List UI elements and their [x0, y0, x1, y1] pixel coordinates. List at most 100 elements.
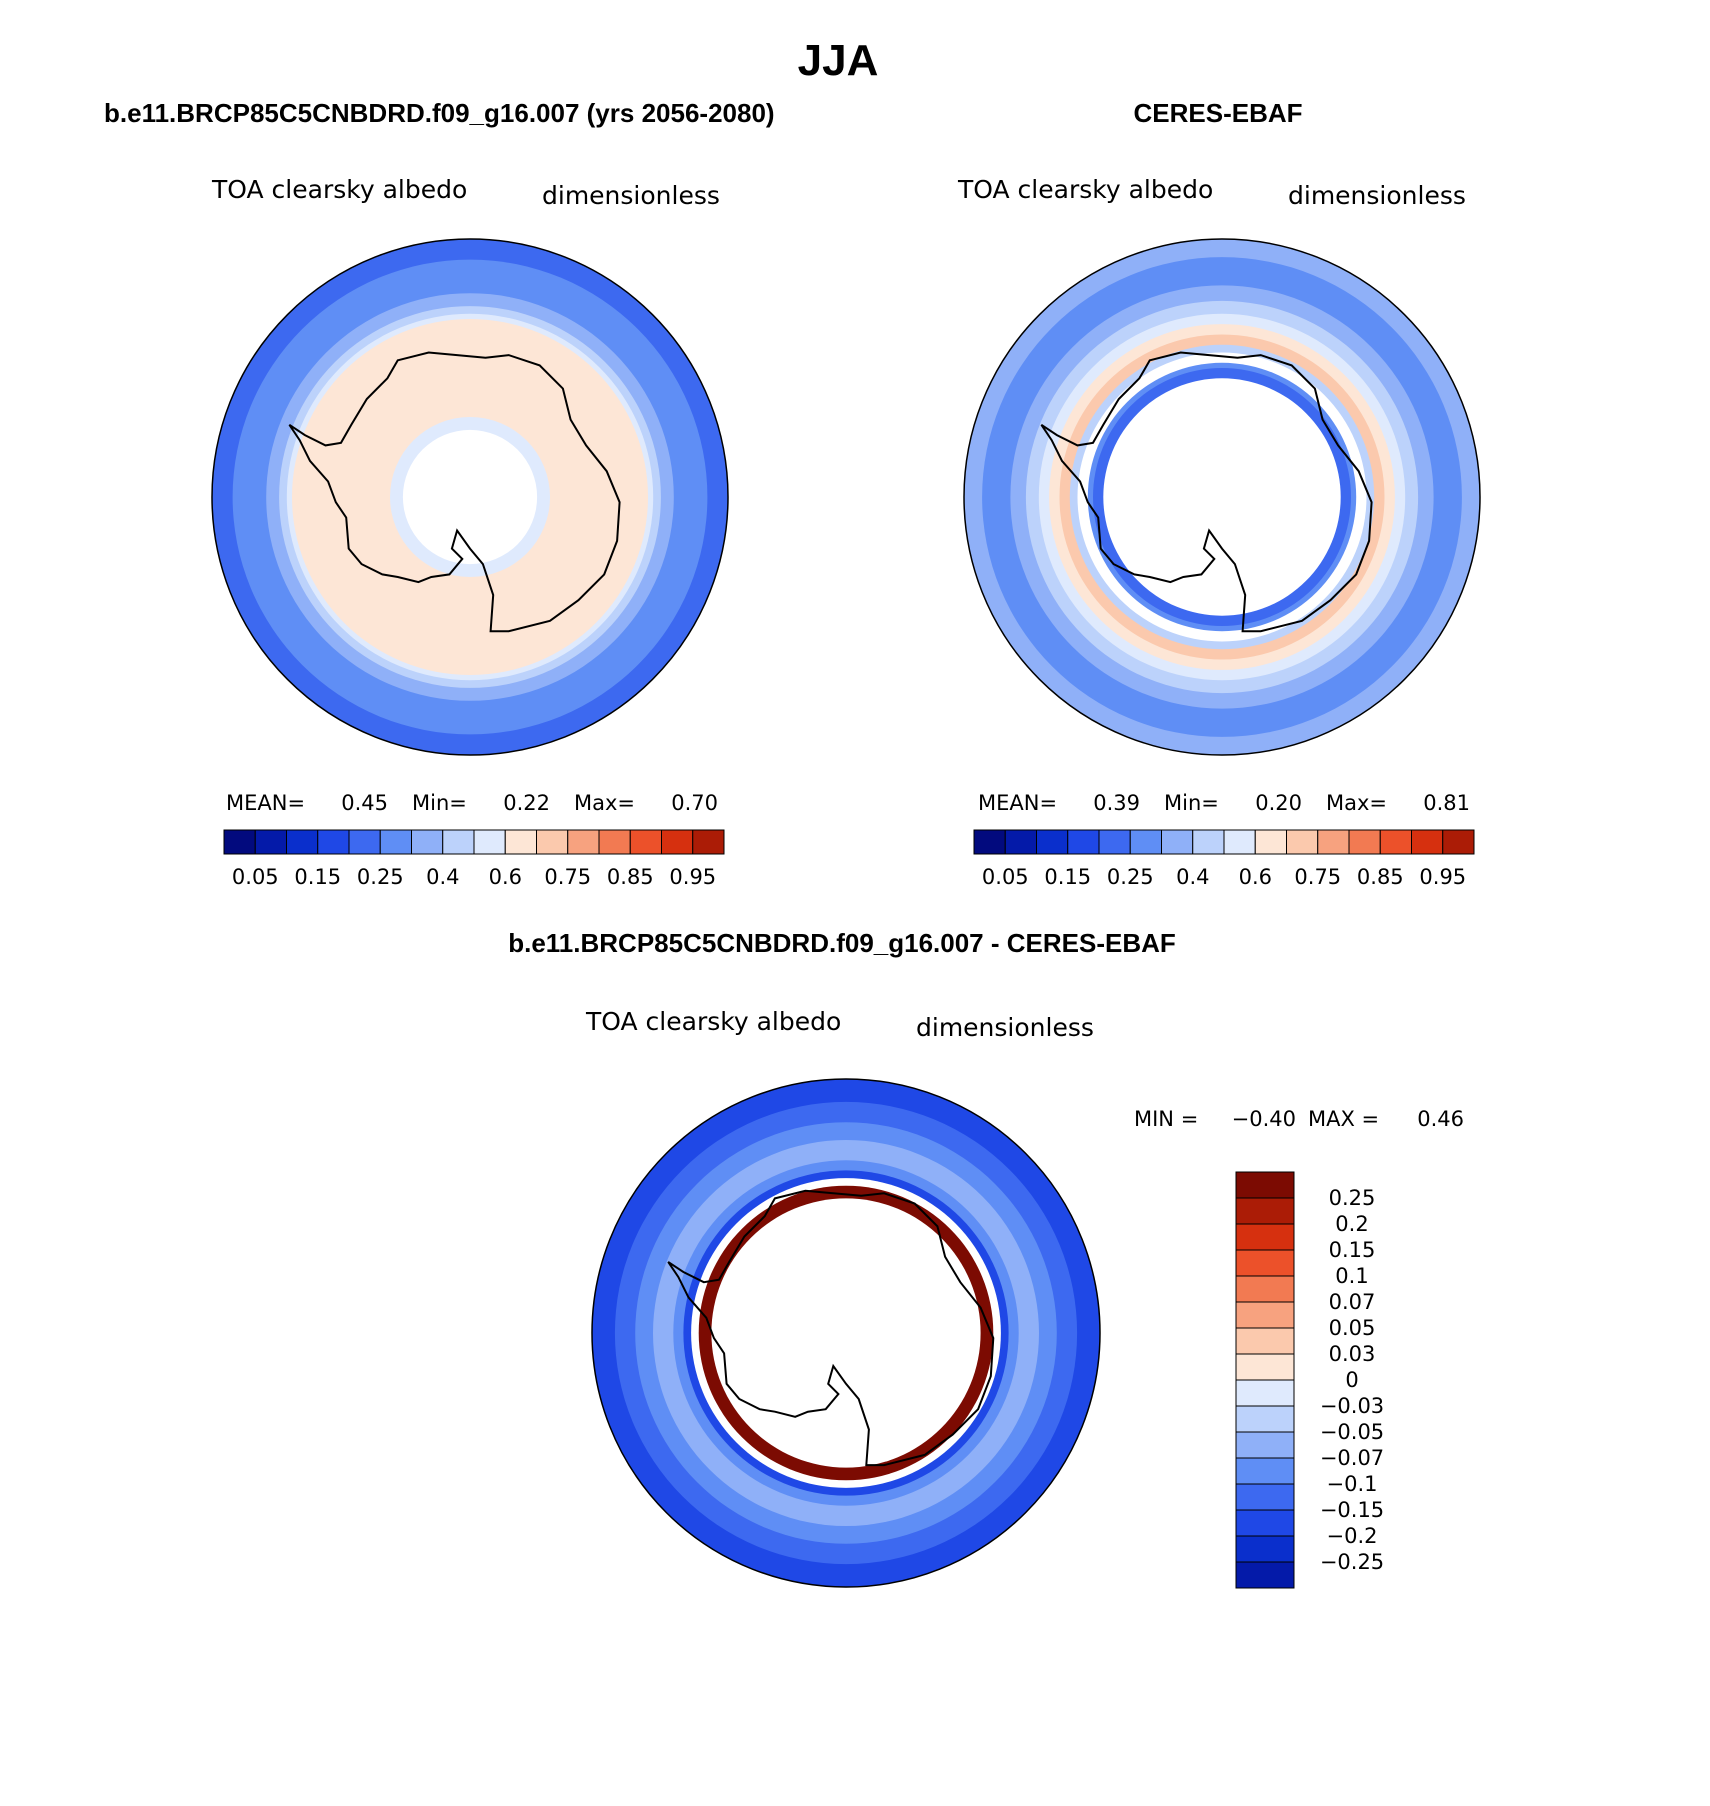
diff-colorbar-swatch-3 — [1235, 1249, 1295, 1277]
obs-colorbar-swatch-6 — [1161, 829, 1194, 855]
model-colorbar-swatch-13 — [629, 829, 662, 855]
diff-colorbar-tick-label-9: −0.05 — [1320, 1420, 1384, 1444]
obs-colorbar-swatch-4 — [1098, 829, 1131, 855]
panel-diff-stats: MIN = −0.40 MAX = 0.46 — [1134, 1107, 1464, 1131]
obs-stat-5: 0.81 — [1423, 791, 1470, 815]
diff-colorbar-swatch-5 — [1235, 1301, 1295, 1329]
obs-colorbar-tick-label-3: 0.4 — [1176, 865, 1209, 889]
model-colorbar-swatch-2 — [286, 829, 319, 855]
diff-colorbar-tick-label-6: 0.03 — [1329, 1342, 1376, 1366]
panel-diff-units: dimensionless — [916, 1013, 1094, 1042]
diff-colorbar-tick-label-1: 0.2 — [1335, 1212, 1368, 1236]
obs-colorbar-swatch-12 — [1348, 829, 1381, 855]
panel-model: b.e11.BRCP85C5CNBDRD.f09_g16.007 (yrs 20… — [104, 98, 775, 889]
panel-diff-variable: TOA clearsky albedo — [585, 1007, 841, 1036]
diff-colorbar-swatch-9 — [1235, 1405, 1295, 1433]
diff-colorbar-swatch-12 — [1235, 1483, 1295, 1511]
obs-stat-2: Min= — [1164, 791, 1219, 815]
model-colorbar-tick-label-4: 0.6 — [489, 865, 522, 889]
diff-colorbar-tick-label-2: 0.15 — [1329, 1238, 1376, 1262]
model-colorbar-swatch-5 — [379, 829, 412, 855]
diff-colorbar-tick-label-4: 0.07 — [1329, 1290, 1376, 1314]
panel-model-variable: TOA clearsky albedo — [211, 175, 467, 204]
obs-colorbar-swatch-14 — [1411, 829, 1444, 855]
model-colorbar-swatch-14 — [661, 829, 694, 855]
panel-diff: b.e11.BRCP85C5CNBDRD.f09_g16.007 - CERES… — [508, 928, 1464, 1589]
diff-colorbar-tick-label-3: 0.1 — [1335, 1264, 1368, 1288]
diff-colorbar-swatch-14 — [1235, 1535, 1295, 1563]
model-colorbar-tick-label-3: 0.4 — [426, 865, 459, 889]
colorbar-diff: 0.250.20.150.10.070.050.030−0.03−0.05−0.… — [1235, 1171, 1384, 1589]
obs-stat-3: 0.20 — [1255, 791, 1302, 815]
diff-colorbar-swatch-6 — [1235, 1327, 1295, 1355]
model-colorbar-tick-label-0: 0.05 — [232, 865, 279, 889]
panel-model-title: b.e11.BRCP85C5CNBDRD.f09_g16.007 (yrs 20… — [104, 98, 775, 128]
diff-colorbar-swatch-2 — [1235, 1223, 1295, 1251]
map-model — [211, 238, 729, 756]
model-colorbar-tick-label-5: 0.75 — [544, 865, 591, 889]
diff-colorbar-tick-label-8: −0.03 — [1320, 1394, 1384, 1418]
model-antarctica-outline — [288, 351, 621, 633]
model-colorbar-swatch-11 — [567, 829, 600, 855]
diff-colorbar-tick-label-14: −0.25 — [1320, 1550, 1384, 1574]
diff-colorbar-tick-label-10: −0.07 — [1320, 1446, 1384, 1470]
obs-colorbar-swatch-10 — [1286, 829, 1319, 855]
diff-colorbar-tick-label-7: 0 — [1345, 1368, 1358, 1392]
model-contour-band-7 — [402, 429, 538, 565]
obs-colorbar-swatch-9 — [1254, 829, 1287, 855]
model-colorbar-swatch-3 — [317, 829, 350, 855]
panel-model-units: dimensionless — [542, 181, 720, 210]
diff-colorbar-tick-label-0: 0.25 — [1329, 1186, 1376, 1210]
figure-title: JJA — [798, 36, 879, 85]
obs-colorbar-tick-label-0: 0.05 — [982, 865, 1029, 889]
obs-colorbar-swatch-1 — [1004, 829, 1037, 855]
diff-stat-3: 0.46 — [1417, 1107, 1464, 1131]
diff-colorbar-swatch-4 — [1235, 1275, 1295, 1303]
obs-stat-4: Max= — [1326, 791, 1387, 815]
map-diff — [591, 1078, 1101, 1588]
obs-colorbar-swatch-11 — [1317, 829, 1350, 855]
model-colorbar-swatch-12 — [598, 829, 631, 855]
obs-colorbar-tick-label-2: 0.25 — [1107, 865, 1154, 889]
diff-stat-2: MAX = — [1308, 1107, 1379, 1131]
panel-model-stats: MEAN= 0.45 Min= 0.22 Max= 0.70 — [226, 791, 718, 815]
panel-obs-variable: TOA clearsky albedo — [957, 175, 1213, 204]
obs-colorbar-tick-label-6: 0.85 — [1357, 865, 1404, 889]
model-colorbar-tick-label-7: 0.95 — [669, 865, 716, 889]
model-stat-4: Max= — [574, 791, 635, 815]
diff-stat-0: MIN = — [1134, 1107, 1198, 1131]
diff-map-border — [591, 1078, 1101, 1588]
obs-contour-band-11 — [1103, 378, 1341, 616]
diff-colorbar-swatch-11 — [1235, 1457, 1295, 1485]
obs-colorbar-swatch-0 — [973, 829, 1006, 855]
obs-colorbar-swatch-8 — [1223, 829, 1256, 855]
obs-colorbar-swatch-7 — [1192, 829, 1225, 855]
model-stat-5: 0.70 — [671, 791, 718, 815]
model-colorbar-swatch-0 — [223, 829, 256, 855]
diff-colorbar-swatch-8 — [1235, 1379, 1295, 1407]
obs-colorbar-swatch-13 — [1379, 829, 1412, 855]
model-colorbar-swatch-6 — [411, 829, 444, 855]
diff-colorbar-tick-label-13: −0.2 — [1327, 1524, 1378, 1548]
panel-obs-title: CERES-EBAF — [1133, 98, 1302, 128]
model-stat-3: 0.22 — [503, 791, 550, 815]
model-colorbar-swatch-8 — [473, 829, 506, 855]
diff-colorbar-swatch-1 — [1235, 1197, 1295, 1225]
model-colorbar-swatch-15 — [692, 829, 725, 855]
obs-colorbar-swatch-3 — [1067, 829, 1100, 855]
obs-colorbar-swatch-2 — [1036, 829, 1069, 855]
diff-contour-band-9 — [719, 1206, 973, 1460]
colorbar-model: 0.05 0.15 0.25 0.4 0.6 0.75 0.85 0.95 — [223, 829, 725, 889]
obs-colorbar-tick-label-7: 0.95 — [1419, 865, 1466, 889]
map-obs — [963, 238, 1481, 756]
model-colorbar-swatch-7 — [442, 829, 475, 855]
obs-colorbar-tick-label-5: 0.75 — [1294, 865, 1341, 889]
diff-colorbar-swatch-15 — [1235, 1561, 1295, 1589]
model-colorbar-swatch-4 — [348, 829, 381, 855]
model-colorbar-swatch-9 — [504, 829, 537, 855]
obs-colorbar-tick-label-1: 0.15 — [1044, 865, 1091, 889]
panel-diff-title: b.e11.BRCP85C5CNBDRD.f09_g16.007 - CERES… — [508, 928, 1176, 958]
model-stat-1: 0.45 — [341, 791, 388, 815]
panel-obs-units: dimensionless — [1288, 181, 1466, 210]
